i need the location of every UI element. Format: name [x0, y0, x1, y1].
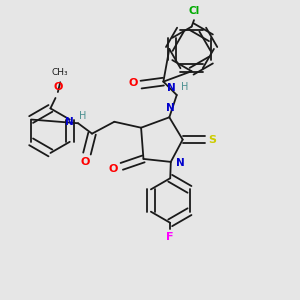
Text: H: H	[181, 82, 189, 92]
Text: Cl: Cl	[188, 6, 200, 16]
Text: N: N	[65, 117, 74, 127]
Text: O: O	[81, 157, 90, 166]
Text: S: S	[208, 135, 217, 145]
Text: O: O	[53, 82, 62, 92]
Text: N: N	[176, 158, 185, 168]
Text: CH₃: CH₃	[52, 68, 69, 77]
Text: N: N	[167, 82, 175, 93]
Text: O: O	[129, 78, 138, 88]
Text: H: H	[79, 111, 86, 121]
Text: F: F	[167, 232, 174, 242]
Text: O: O	[109, 164, 118, 174]
Text: N: N	[167, 103, 175, 113]
